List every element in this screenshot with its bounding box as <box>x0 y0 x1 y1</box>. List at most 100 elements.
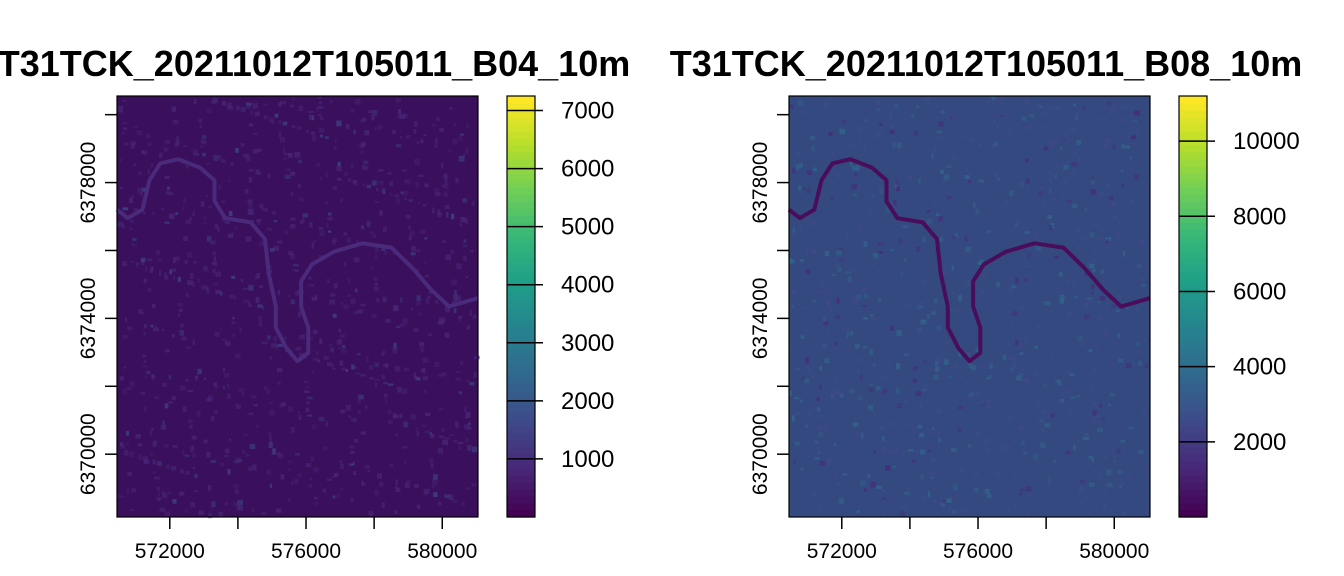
raster-cell <box>332 476 337 478</box>
raster-cell <box>283 148 286 154</box>
raster-cell <box>424 183 428 187</box>
raster-cell <box>288 406 294 411</box>
raster-cell <box>320 177 322 180</box>
raster-cell <box>291 254 295 260</box>
raster-cell <box>986 405 991 410</box>
colorbar-segment <box>507 299 535 307</box>
raster-cell <box>870 225 875 230</box>
raster-cell <box>185 379 189 381</box>
raster-cell <box>309 222 313 227</box>
raster-cell <box>1050 435 1055 439</box>
raster-cell <box>882 389 887 394</box>
raster-cell <box>944 174 949 178</box>
raster-cell <box>249 177 252 183</box>
raster-cell <box>144 332 146 335</box>
raster-cell <box>453 123 457 126</box>
raster-cell <box>1089 456 1093 460</box>
raster-cell <box>181 337 187 340</box>
raster-cell <box>1077 440 1080 442</box>
raster-cell <box>146 134 151 139</box>
raster-cell <box>965 175 970 179</box>
raster-cell <box>120 159 123 162</box>
raster-cell <box>1091 177 1094 182</box>
raster-cell <box>143 365 148 368</box>
raster-cell <box>173 120 179 125</box>
raster-cell <box>362 481 364 486</box>
raster-cell <box>306 463 311 467</box>
raster-cell <box>846 332 849 338</box>
raster-cell <box>129 198 133 203</box>
raster-cell <box>291 299 296 304</box>
raster-cell <box>792 415 795 421</box>
raster-cell <box>1060 295 1065 300</box>
raster-cell <box>270 356 273 360</box>
raster-cell <box>148 169 150 175</box>
raster-cell <box>293 264 299 266</box>
raster-cell <box>813 149 815 155</box>
raster-cell <box>953 475 957 478</box>
raster-cell <box>261 512 266 515</box>
raster-cell <box>1042 409 1046 414</box>
raster-cell <box>396 479 398 485</box>
raster-cell <box>372 115 375 121</box>
raster-cell <box>246 454 250 457</box>
raster-cell <box>327 363 332 366</box>
raster-cell <box>974 383 976 388</box>
raster-cell <box>1012 357 1016 362</box>
raster-cell <box>361 431 366 435</box>
raster-cell <box>863 317 868 319</box>
raster-cell <box>120 496 125 498</box>
raster-cell <box>1013 475 1018 479</box>
raster-cell <box>1033 454 1038 460</box>
y-tick-label: 6374000 <box>77 278 100 360</box>
raster-cell <box>246 237 252 242</box>
raster-cell <box>1022 368 1025 371</box>
raster-cell <box>151 452 154 456</box>
raster-cell <box>853 194 857 196</box>
raster-cell <box>323 446 327 450</box>
raster-cell <box>198 279 200 284</box>
y-tick-label: 6378000 <box>77 142 100 224</box>
raster-cell <box>997 308 1000 312</box>
colorbar-segment <box>507 201 535 209</box>
raster-cell <box>890 325 895 331</box>
raster-cell <box>178 303 184 307</box>
raster-cell <box>992 100 994 104</box>
colorbar-tick-label: 6000 <box>1233 278 1286 305</box>
raster-cell <box>151 163 153 167</box>
raster-cell <box>1037 309 1040 312</box>
raster-cell <box>144 324 147 328</box>
raster-cell <box>1092 369 1097 373</box>
raster-cell <box>462 244 467 248</box>
raster-cell <box>1048 106 1054 108</box>
raster-cell <box>977 262 981 265</box>
raster-cell <box>445 333 450 338</box>
raster-cell <box>173 275 175 280</box>
raster-cell <box>224 373 229 378</box>
raster-cell <box>223 368 225 372</box>
raster-cell <box>161 208 164 211</box>
raster-cell <box>315 502 318 505</box>
raster-cell <box>397 114 402 119</box>
raster-cell <box>1145 303 1147 309</box>
raster-cell <box>117 222 123 227</box>
raster-cell <box>1089 512 1093 516</box>
raster-cell <box>1121 482 1125 485</box>
raster-cell <box>358 395 364 400</box>
raster-cell <box>962 509 966 513</box>
colorbar-segment <box>507 314 535 322</box>
raster-cell <box>1029 114 1035 118</box>
raster-cell <box>279 132 281 138</box>
raster-cell <box>1086 463 1091 467</box>
raster-cell <box>194 474 197 478</box>
raster-cell <box>933 201 935 206</box>
raster-cell <box>947 196 951 199</box>
raster-cell <box>1054 174 1057 179</box>
raster-cell <box>388 384 394 386</box>
raster-cell <box>1028 201 1033 204</box>
raster-cell <box>890 130 895 134</box>
raster-cell <box>986 143 990 145</box>
raster-cell <box>361 226 364 230</box>
raster-cell <box>249 169 254 172</box>
raster-cell <box>1079 487 1084 493</box>
